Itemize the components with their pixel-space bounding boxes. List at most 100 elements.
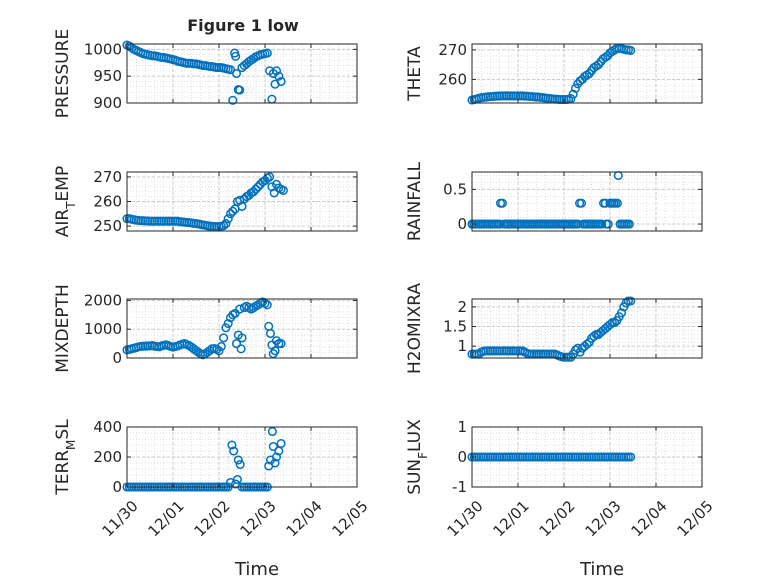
data-point bbox=[229, 446, 239, 456]
data-point bbox=[232, 474, 242, 485]
xlabel: Time bbox=[234, 559, 279, 580]
data-point bbox=[219, 333, 229, 343]
y-tick-label: 2000 bbox=[84, 291, 122, 309]
data-point bbox=[221, 219, 231, 229]
y-tick-label: 1 bbox=[457, 337, 467, 355]
data-point bbox=[576, 198, 587, 208]
data-point bbox=[271, 66, 282, 76]
data-point bbox=[268, 441, 278, 452]
y-tick-label: 0 bbox=[457, 448, 467, 466]
data-point bbox=[568, 89, 578, 99]
data-point bbox=[235, 459, 245, 470]
data-point bbox=[605, 320, 615, 330]
data-point bbox=[216, 341, 226, 352]
data-series bbox=[467, 452, 636, 462]
data-point bbox=[610, 318, 620, 328]
data-point bbox=[597, 219, 607, 229]
y-tick-label: 270 bbox=[438, 41, 467, 59]
data-point bbox=[276, 438, 286, 449]
ylabel: THETA bbox=[405, 46, 425, 102]
data-point bbox=[221, 323, 231, 333]
ylabel: RAINFALL bbox=[405, 161, 425, 241]
y-tick-label: 1000 bbox=[84, 320, 122, 338]
y-tick-label: 900 bbox=[93, 94, 122, 112]
y-tick-label: 0 bbox=[457, 215, 467, 233]
chart-panel: 0 0.5 RAINFALL bbox=[405, 161, 703, 241]
axes-box bbox=[471, 298, 703, 359]
data-point bbox=[265, 328, 276, 339]
data-point bbox=[248, 187, 259, 197]
data-point bbox=[219, 221, 229, 231]
data-point bbox=[570, 83, 581, 93]
y-tick-label: 260 bbox=[438, 70, 467, 88]
y-tick-label: 0 bbox=[112, 349, 122, 367]
data-point bbox=[270, 458, 280, 468]
data-point bbox=[251, 184, 261, 194]
data-point bbox=[612, 198, 622, 208]
data-point bbox=[603, 219, 613, 229]
y-tick-label: 950 bbox=[93, 67, 122, 85]
data-point bbox=[270, 346, 280, 356]
ylabel: SUNFLUX bbox=[405, 419, 430, 495]
data-point bbox=[269, 188, 279, 198]
figure-title: Figure 1 low bbox=[187, 16, 299, 35]
ylabel: PRESSURE bbox=[53, 29, 73, 118]
chart-panel: 0 1000 2000 MIXDEPTH bbox=[53, 284, 358, 373]
data-point bbox=[223, 318, 233, 329]
plot-area bbox=[127, 44, 357, 103]
data-point bbox=[231, 68, 242, 79]
y-tick-label: -1 bbox=[452, 478, 467, 496]
data-point bbox=[626, 296, 636, 306]
data-point bbox=[237, 333, 247, 343]
data-point bbox=[274, 71, 284, 81]
y-tick-label: 260 bbox=[93, 193, 122, 211]
y-tick-label: 400 bbox=[93, 418, 122, 436]
ylabel: AIRTEMP bbox=[53, 166, 78, 237]
data-point bbox=[278, 185, 288, 195]
chart-panel: 260 270 THETA bbox=[405, 41, 703, 105]
data-point bbox=[248, 53, 259, 64]
y-tick-label: 1000 bbox=[84, 40, 122, 58]
data-point bbox=[231, 51, 241, 61]
axes-box bbox=[471, 43, 703, 104]
xlabel: Time bbox=[579, 559, 624, 580]
data-series bbox=[122, 297, 286, 360]
data-point bbox=[223, 214, 233, 224]
axes-box bbox=[126, 298, 358, 359]
data-point bbox=[228, 206, 238, 216]
data-point bbox=[267, 426, 277, 437]
data-point bbox=[227, 440, 237, 450]
data-series bbox=[122, 40, 286, 105]
data-point bbox=[262, 300, 272, 310]
ylabel: H2OMIXRA bbox=[405, 283, 425, 374]
axes-box bbox=[126, 43, 358, 104]
data-point bbox=[271, 452, 282, 462]
chart-panel: 900 950 1000 PRESSURE bbox=[53, 29, 358, 118]
data-series bbox=[467, 296, 636, 362]
data-point bbox=[497, 198, 507, 208]
axes-box bbox=[471, 171, 703, 232]
y-tick-label: 0.5 bbox=[443, 180, 467, 198]
y-tick-label: 250 bbox=[93, 217, 122, 235]
y-tick-label: 1.5 bbox=[443, 318, 467, 336]
data-point bbox=[262, 48, 272, 58]
data-point bbox=[626, 45, 636, 56]
chart-panel: 250 260 270 AIRTEMP bbox=[53, 166, 358, 237]
data-point bbox=[589, 331, 599, 341]
data-point bbox=[566, 94, 576, 104]
ylabel: TERRMSL bbox=[53, 419, 78, 496]
data-point bbox=[225, 209, 236, 219]
chart-panel: 11.5 2 H2OMIXRA bbox=[405, 283, 703, 374]
data-point bbox=[228, 95, 238, 105]
y-tick-label: 0 bbox=[112, 478, 122, 496]
data-point bbox=[624, 219, 634, 229]
y-tick-label: 270 bbox=[93, 168, 122, 186]
data-series bbox=[122, 172, 288, 232]
data-series bbox=[467, 43, 636, 105]
data-point bbox=[236, 344, 246, 354]
data-point bbox=[235, 85, 245, 95]
data-point bbox=[616, 308, 627, 318]
y-tick-label: 2 bbox=[457, 298, 467, 316]
data-point bbox=[276, 76, 286, 87]
